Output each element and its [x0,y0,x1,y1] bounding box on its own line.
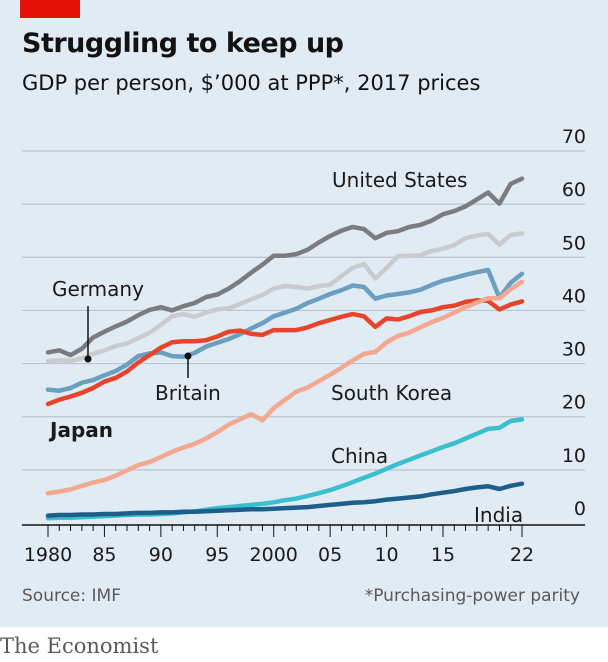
series-line-united-states [45,176,525,358]
series-line-india [45,481,525,518]
line-chart: 0 10 20 30 40 50 60 70 1980 85 90 95 2000 05 10 15 22 U… [22,126,586,566]
y-tick-label: 40 [562,285,586,307]
y-tick-label: 20 [562,392,586,414]
y-axis-tick-labels: 0 10 20 30 40 50 60 70 [562,126,586,520]
x-tick-label: 85 [92,544,116,566]
annotation-india: India [474,503,523,527]
annotation-germany: Germany [52,277,144,301]
y-tick-label: 70 [562,126,586,148]
brand-name: The Economist [0,634,159,658]
x-axis: 1980 85 90 95 2000 05 10 15 22 [22,524,585,566]
y-tick-label: 10 [562,445,586,467]
x-tick-label: 22 [510,544,534,566]
chart-subtitle: GDP per person, $’000 at PPP*, 2017 pric… [22,71,481,95]
chart-title: Struggling to keep up [22,28,344,59]
brand-red-tag [20,0,80,18]
series-line-china [45,417,525,521]
annotation-united-states: United States [332,168,467,192]
y-tick-label: 60 [562,179,586,201]
x-tick-label: 05 [318,544,342,566]
x-tick-label: 1980 [24,544,72,566]
series-line-germany [45,231,525,364]
x-tick-label: 15 [431,544,455,566]
gridlines [22,150,585,471]
chart-panel [0,0,608,627]
source-note: Source: IMF [22,586,121,606]
series-lines [45,176,525,521]
germany-leader-dot [84,355,92,363]
britain-leader-dot [184,352,192,360]
annotation-japan: Japan [48,418,113,442]
y-tick-label: 50 [562,232,586,254]
series-line-south-korea [45,279,525,496]
x-tick-label: 2000 [250,544,298,566]
series-line-britain [45,267,525,393]
series-annotations: United States Germany Britain Japan South Ko… [48,168,523,527]
annotation-britain: Britain [155,381,221,405]
x-tick-label: 95 [205,544,229,566]
x-tick-label: 90 [149,544,173,566]
annotation-south-korea: South Korea [331,381,452,405]
annotation-china: China [331,444,388,468]
x-tick-label: 10 [374,544,398,566]
y-tick-label: 30 [562,339,586,361]
ppp-footnote: *Purchasing-power parity [364,586,580,606]
series-line-japan [45,298,525,407]
y-tick-label: 0 [574,498,586,520]
